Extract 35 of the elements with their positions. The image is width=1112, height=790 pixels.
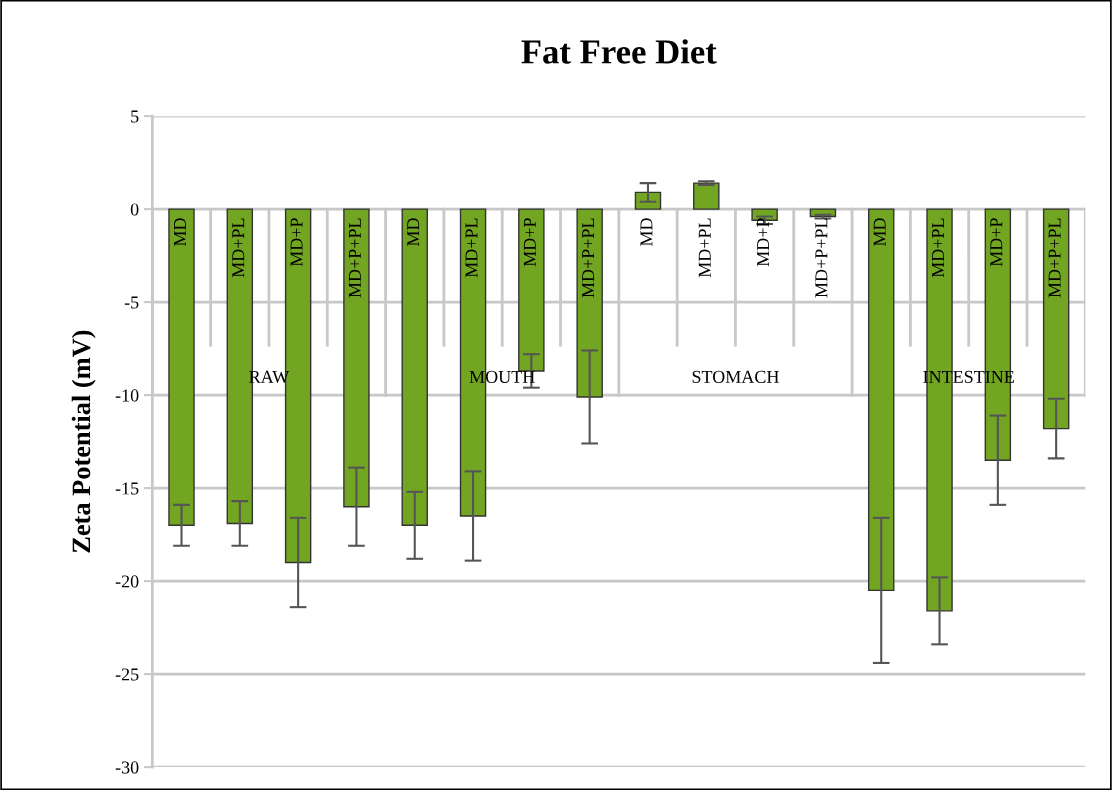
y-tick-label: -30 xyxy=(115,761,139,774)
y-tick-label: -15 xyxy=(115,482,139,495)
y-axis-title: Zeta Potential (mV) xyxy=(71,330,96,553)
annotation: STOMACH xyxy=(692,370,779,383)
x-tick-label: MD xyxy=(640,218,653,247)
x-tick-label: MD+P+PL xyxy=(582,218,595,298)
y-tick-label: -20 xyxy=(115,575,139,588)
x-tick-label: MD+P xyxy=(523,218,536,267)
chart-title: Fat Free Diet xyxy=(521,39,717,64)
x-tick-label: MD+PL xyxy=(465,218,478,278)
x-tick-label: MD xyxy=(407,218,420,247)
bar xyxy=(518,208,545,372)
bar xyxy=(401,208,428,526)
x-tick-label: MD+P+PL xyxy=(348,218,361,298)
bar xyxy=(1042,208,1070,430)
y-tick-label: 5 xyxy=(131,110,139,123)
y-tick-label: -10 xyxy=(115,389,139,402)
x-tick-label: MD xyxy=(174,218,186,247)
bar xyxy=(168,208,195,526)
x-tick-label: MD+PL xyxy=(932,218,944,278)
y-tick-label: -5 xyxy=(124,296,139,309)
bar xyxy=(867,208,895,592)
bar xyxy=(343,208,370,508)
x-tick-label: MD+P+PL xyxy=(815,218,828,298)
x-tick-label: MD+P xyxy=(290,218,303,267)
x-tick-label: MD+P xyxy=(990,218,1003,267)
x-tick-label: MD xyxy=(873,218,886,247)
y-tick-label: 0 xyxy=(130,203,139,216)
x-tick-label: MD+P xyxy=(757,218,769,267)
bar xyxy=(576,208,603,398)
x-tick-label: MD+PL xyxy=(698,218,711,278)
y-tick-label: -25 xyxy=(115,668,139,681)
x-tick-label: MD+P+PL xyxy=(1048,218,1061,298)
x-tick-label: MD+PL xyxy=(232,218,245,278)
bar xyxy=(693,182,720,210)
